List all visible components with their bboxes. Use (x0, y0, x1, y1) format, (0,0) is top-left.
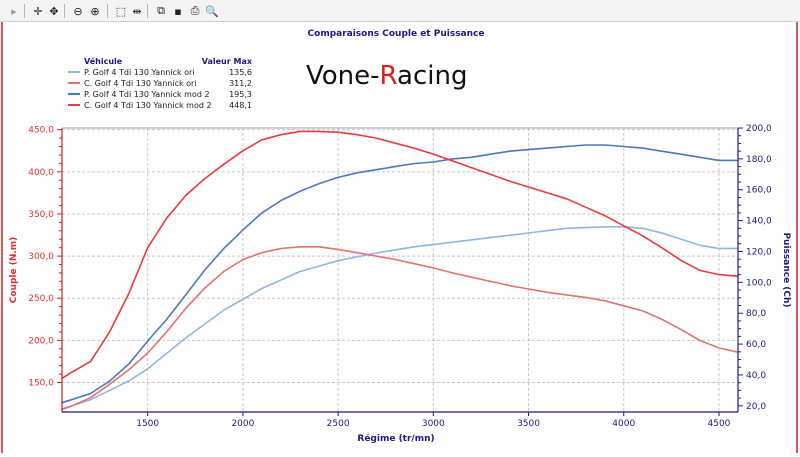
x-tick-label: 3500 (517, 419, 540, 429)
y2-tick-label: 100,0 (746, 278, 772, 288)
y-tick-label: 250,0 (28, 294, 54, 304)
y-tick-label: 400,0 (28, 168, 54, 178)
chart-title: Comparaisons Couple et Puissance (308, 29, 485, 39)
torque-power-chart: Comparaisons Couple et Puissance 1500 200… (0, 22, 800, 453)
y2-tick-label: 180,0 (746, 155, 772, 165)
y2-tick-label: 200,0 (746, 124, 772, 134)
series-line-4 (61, 130, 739, 380)
y-tick-label: 450,0 (28, 126, 54, 136)
legend-series-max: 195,3 (229, 90, 252, 99)
toolbar-separator (64, 4, 65, 18)
legend-series-name: P. Golf 4 Tdi 130 Yannick mod 2 (84, 90, 210, 99)
plot-area (62, 128, 738, 412)
series-line-2 (61, 246, 739, 411)
y2-tick-label: 60,0 (746, 340, 766, 350)
print-preview-icon[interactable]: 🔍 (205, 4, 219, 18)
y2-tick-label: 80,0 (746, 309, 766, 319)
plot-background (62, 128, 738, 412)
toolbar-separator (147, 4, 148, 18)
legend-series-name: C. Golf 4 Tdi 130 Yannick ori (84, 79, 197, 88)
y2-tick-label: 160,0 (746, 186, 772, 196)
legend-header-vehicle: Véhicule (84, 56, 123, 66)
legend-series-name: C. Golf 4 Tdi 130 Yannick mod 2 (84, 101, 212, 110)
x-tick-label: 4500 (708, 419, 731, 429)
y2-tick-label: 140,0 (746, 217, 772, 227)
logo-text: Vone-Racing (306, 61, 467, 91)
y2-tick-label: 40,0 (746, 371, 766, 381)
pointer-zoom-icon[interactable]: ✥ (49, 4, 59, 18)
logo-part1: Vone- (306, 61, 380, 91)
axes: 1500 2000 2500 3000 3500 4000 4500 150,0 200,0 25… (1, 22, 798, 453)
split-icon[interactable]: ⇹ (132, 4, 142, 18)
print-icon[interactable]: ⎙ (190, 4, 200, 17)
x-axis-label: Régime (tr/mn) (357, 433, 434, 444)
y2-tick-label: 120,0 (746, 247, 772, 257)
legend-series-max: 448,1 (229, 101, 252, 110)
y2-axis-label: Puissance (Ch) (781, 232, 791, 307)
y2-tick-label: 20,0 (746, 402, 766, 412)
legend-header-max: Valeur Max (202, 57, 253, 66)
series-lines (61, 130, 739, 411)
chart-area: Comparaisons Couple et Puissance 1500 200… (0, 22, 800, 453)
x-tick-label: 1500 (136, 419, 159, 429)
x-tick-label: 4000 (612, 419, 635, 429)
pan-icon[interactable]: ✛ (33, 4, 43, 18)
legend-series-name: P. Golf 4 Tdi 130 Yannick ori (84, 68, 195, 77)
x-tick-label: 2500 (327, 419, 350, 429)
save-icon[interactable]: ▪ (174, 4, 182, 18)
legend: Véhicule Valeur Max P. Golf 4 Tdi 130 Yann… (68, 56, 253, 110)
grid (62, 128, 738, 412)
logo-part3: acing (397, 61, 467, 91)
y-axis-label: Couple (N.m) (9, 237, 19, 304)
legend-series-max: 311,2 (229, 79, 252, 88)
x-tick-label: 2000 (231, 419, 254, 429)
toolbar-separator (107, 4, 108, 18)
selection-box-icon[interactable]: ⬚ (115, 4, 127, 18)
series-line-1 (61, 226, 739, 410)
legend-series-max: 135,6 (229, 68, 252, 77)
y-tick-label: 350,0 (28, 210, 54, 220)
copy-icon[interactable]: ⧉ (157, 4, 165, 17)
y-tick-label: 150,0 (28, 379, 54, 389)
zoom-in-icon[interactable]: ⊕ (90, 4, 100, 18)
play-icon[interactable]: ▸ (11, 4, 17, 18)
toolbar-separator (24, 4, 25, 18)
vone-racing-logo: Vone-Racing (306, 61, 467, 91)
y-tick-label: 200,0 (28, 336, 54, 346)
zoom-out-icon[interactable]: ⊖ (73, 4, 83, 18)
chart-toolbar: ▸ ✛ ✥ ⊖ ⊕ ⬚ ⇹ ⧉ ▪ ⎙ 🔍 (0, 0, 800, 22)
logo-part2: R (380, 61, 398, 91)
x-tick-label: 3000 (422, 419, 445, 429)
y-tick-label: 300,0 (28, 252, 54, 262)
series-line-3 (61, 144, 739, 404)
